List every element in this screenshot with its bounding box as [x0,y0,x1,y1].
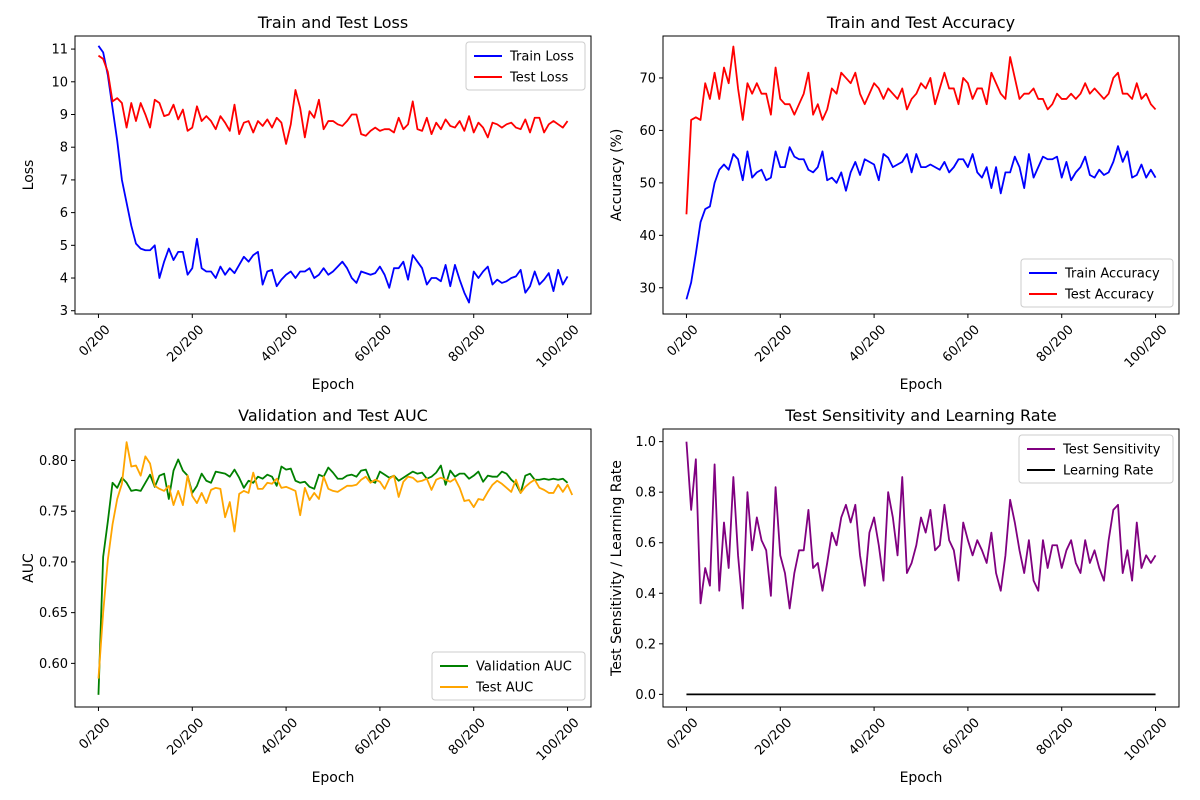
x-axis-label: Epoch [312,377,355,393]
legend-entry: Test Accuracy [1064,288,1154,303]
x-tick-label: 60/200 [940,322,983,365]
plot-frame [74,35,592,315]
y-tick-label: 0.75 [39,505,68,520]
x-tick-label: 60/200 [352,715,395,758]
y-tick-label: 70 [639,71,656,86]
x-tick-label: 40/200 [258,715,301,758]
y-tick-label: 0.80 [39,454,68,469]
x-tick-label: 100/200 [534,715,583,764]
legend-entry: Test Loss [509,71,568,86]
legend: Train Accuracy Test Accuracy [1020,258,1174,308]
legend: Test Sensitivity Learning Rate [1018,434,1174,484]
y-tick-label: 0.2 [635,637,656,652]
x-tick-label: 80/200 [446,322,489,365]
x-tick-label: 20/200 [752,715,795,758]
x-tick-label: 60/200 [352,322,395,365]
y-tick-label: 0.70 [39,555,68,570]
legend-entry: Test Sensitivity [1062,443,1161,458]
y-tick-label: 3 [60,304,68,319]
x-tick-label: 80/200 [446,715,489,758]
x-tick-label: 40/200 [846,322,889,365]
legend: Train Loss Test Loss [465,41,586,91]
legend-box [1020,258,1174,308]
y-tick-label: 0.65 [39,606,68,621]
x-tick-label: 100/200 [1122,715,1171,764]
legend-entry: Test AUC [475,681,533,696]
plot-frame [74,428,592,708]
x-tick-label: 20/200 [164,715,207,758]
legend-entry: Train Accuracy [1064,267,1160,282]
plot-frame [662,35,1180,315]
series-line-train-loss [97,45,569,304]
y-tick-label: 0.8 [635,486,656,501]
series-line-test-sensitivity [685,441,1157,610]
chart-title: Validation and Test AUC [238,406,428,425]
chart-panel-sensitivity: Test Sensitivity and Learning Rate 0/200 2… [609,406,1180,786]
x-tick-label: 40/200 [258,322,301,365]
y-tick-label: 60 [639,124,656,139]
series-line-test-loss [97,54,569,145]
x-tick-label: 40/200 [846,715,889,758]
y-tick-label: 9 [60,108,68,123]
x-tick-label: 0/200 [76,715,113,752]
y-tick-label: 7 [60,173,68,188]
y-axis-label: Loss [21,160,37,191]
y-tick-label: 0.60 [39,657,68,672]
legend-box [1018,434,1174,484]
x-tick-label: 80/200 [1034,715,1077,758]
legend-entry: Train Loss [509,50,574,65]
x-tick-label: 0/200 [76,322,113,359]
chart-title: Train and Test Loss [257,13,408,32]
x-tick-label: 20/200 [752,322,795,365]
plot-frame [662,428,1180,708]
y-tick-label: 30 [639,281,656,296]
legend-box [431,651,586,701]
legend: Validation AUC Test AUC [431,651,586,701]
y-tick-label: 1.0 [635,435,656,450]
chart-title: Test Sensitivity and Learning Rate [784,406,1056,425]
chart-panel-accuracy: Train and Test Accuracy 0/200 20/200 40/200… [609,13,1180,393]
x-tick-label: 60/200 [940,715,983,758]
y-axis-label: Test Sensitivity / Learning Rate [609,460,625,677]
y-tick-label: 5 [60,239,68,254]
y-axis-label: Accuracy (%) [609,129,625,222]
x-tick-label: 100/200 [1122,322,1171,371]
series-line-test-auc [97,441,574,679]
x-tick-label: 80/200 [1034,322,1077,365]
x-axis-label: Epoch [900,770,943,786]
x-tick-label: 0/200 [664,322,701,359]
x-tick-label: 0/200 [664,715,701,752]
y-tick-label: 0.6 [635,536,656,551]
series-line-test-accuracy [685,45,1157,215]
y-tick-label: 10 [51,75,68,90]
y-tick-label: 6 [60,206,68,221]
x-tick-label: 100/200 [534,322,583,371]
chart-panel-loss: Train and Test Loss 0/200 20/200 40/200 60/2… [21,13,592,393]
y-tick-label: 11 [51,43,68,58]
y-tick-label: 0.0 [635,688,656,703]
chart-title: Train and Test Accuracy [826,13,1015,32]
series-line-train-accuracy [685,145,1157,300]
legend-entry: Validation AUC [476,660,572,675]
y-tick-label: 4 [60,272,68,287]
x-axis-label: Epoch [312,770,355,786]
legend-entry: Learning Rate [1063,464,1153,479]
y-tick-label: 50 [639,176,656,191]
x-axis-label: Epoch [900,377,943,393]
y-tick-label: 40 [639,229,656,244]
x-tick-label: 20/200 [164,322,207,365]
y-tick-label: 8 [60,141,68,156]
y-tick-label: 0.4 [635,587,656,602]
chart-panel-auc: Validation and Test AUC 0/200 20/200 40/200… [21,406,592,786]
y-axis-label: AUC [21,553,37,583]
series-line-validation-auc [97,458,569,695]
